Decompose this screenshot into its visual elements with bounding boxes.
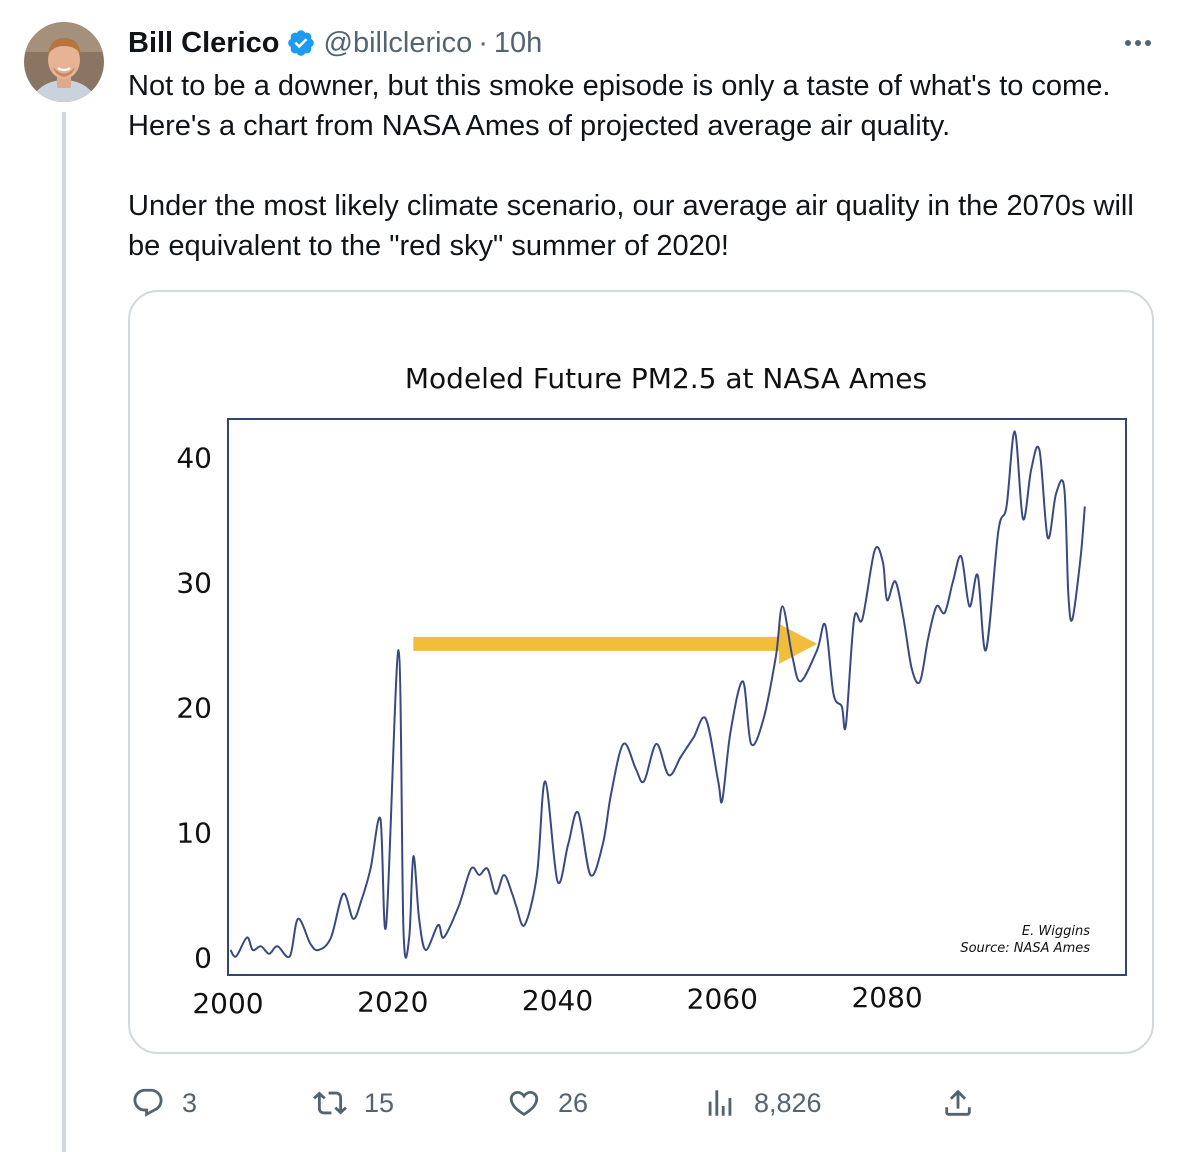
verified-badge-icon[interactable] (286, 28, 316, 58)
reply-count: 3 (182, 1087, 198, 1118)
retweet-count: 15 (364, 1087, 395, 1118)
separator-dot: · (478, 26, 488, 59)
x-tick-label: 2020 (357, 986, 428, 1019)
series-line (229, 430, 1086, 959)
tweet-paragraph: Not to be a downer, but this smoke episo… (128, 70, 1111, 142)
chart-credit-author: E. Wiggins (1022, 924, 1090, 939)
annotation-arrow-group (413, 623, 818, 664)
y-tick-label: 10 (176, 816, 212, 849)
heart-icon[interactable] (504, 1083, 544, 1123)
like-button[interactable]: 26 (504, 1080, 588, 1126)
pm25-chart: Modeled Future PM2.5 at NASA Ames 0 10 20 3… (176, 362, 1127, 1020)
retweet-button[interactable]: 15 (310, 1080, 394, 1126)
y-tick-label: 40 (176, 441, 212, 474)
y-tick-label: 0 (194, 941, 212, 974)
thread-line (62, 112, 66, 1152)
x-tick-label: 2080 (851, 981, 922, 1014)
tweet-paragraph: Under the most likely climate scenario, … (128, 190, 1134, 262)
action-bar: 3 15 26 8,826 (128, 1080, 1168, 1126)
timestamp[interactable]: 10h (493, 26, 543, 59)
like-count: 26 (558, 1087, 589, 1118)
reply-icon[interactable] (128, 1083, 168, 1123)
annotation-arrow-head (779, 623, 818, 664)
y-tick-labels: 0 10 20 30 40 (176, 441, 212, 974)
more-options-icon[interactable] (1118, 28, 1158, 58)
x-tick-label: 2060 (687, 983, 758, 1016)
chart-image-card[interactable]: Modeled Future PM2.5 at NASA Ames 0 10 20 3… (128, 290, 1154, 1054)
plot-area (227, 418, 1127, 976)
author-handle[interactable]: @billclerico (323, 26, 473, 59)
x-tick-labels: 2000 2020 2040 2060 2080 (192, 981, 922, 1020)
avatar[interactable] (24, 22, 104, 102)
tweet-header: Bill Clerico @billclerico · 10h (128, 24, 542, 62)
views-count: 8,826 (754, 1087, 822, 1118)
views-button[interactable]: 8,826 (700, 1080, 822, 1126)
tweet-text: Not to be a downer, but this smoke episo… (128, 66, 1168, 266)
views-icon[interactable] (700, 1083, 740, 1123)
author-name[interactable]: Bill Clerico (128, 26, 280, 59)
y-tick-label: 30 (176, 566, 212, 599)
y-tick-label: 20 (176, 691, 212, 724)
x-tick-label: 2040 (522, 984, 593, 1017)
annotation-arrow-shaft (413, 636, 782, 651)
chart-title: Modeled Future PM2.5 at NASA Ames (405, 362, 927, 395)
x-tick-label: 2000 (192, 987, 263, 1020)
chart-credit-source: Source: NASA Ames (960, 941, 1090, 956)
share-icon[interactable] (938, 1083, 978, 1123)
reply-button[interactable]: 3 (128, 1080, 197, 1126)
retweet-icon[interactable] (310, 1083, 350, 1123)
share-button[interactable] (938, 1080, 978, 1126)
